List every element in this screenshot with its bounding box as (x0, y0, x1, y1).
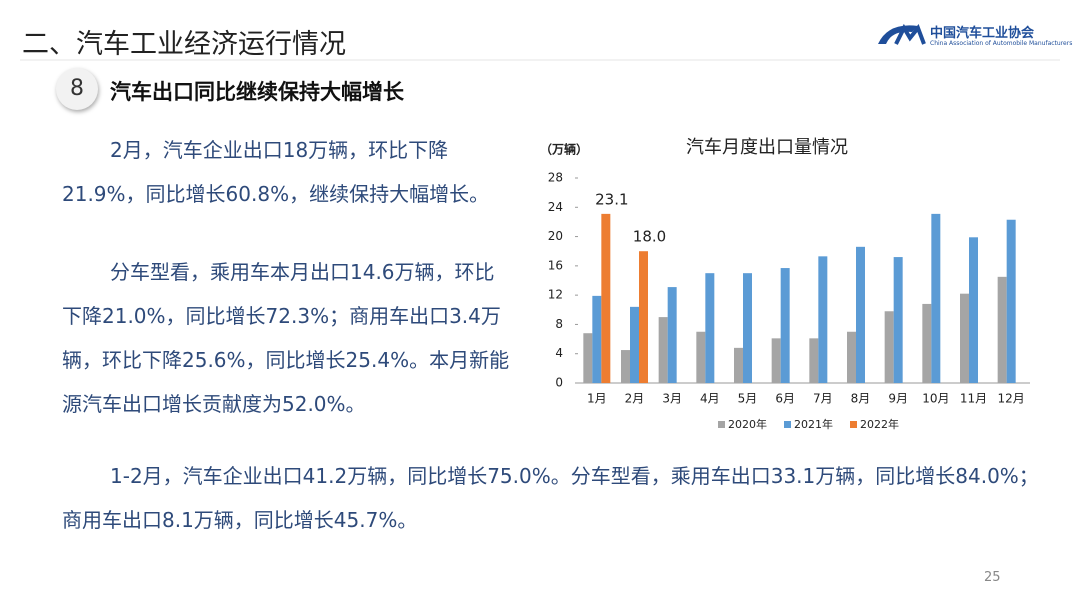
x-tick-label: 11月 (960, 392, 987, 406)
x-tick-label: 12月 (998, 392, 1025, 406)
legend-label: 2021年 (794, 417, 833, 431)
y-tick-label: 24 (548, 200, 563, 214)
page-number: 25 (984, 570, 1001, 585)
logo-mark (878, 25, 918, 44)
bar (583, 333, 593, 383)
bar (696, 331, 706, 383)
bar (997, 276, 1007, 383)
bar (592, 295, 602, 383)
x-tick-label: 9月 (888, 392, 908, 406)
x-tick-label: 7月 (813, 392, 833, 406)
legend-swatch (784, 421, 791, 428)
data-label: 18.0 (633, 228, 666, 246)
y-axis-label: （万辆） (540, 142, 588, 157)
bar (884, 311, 894, 383)
y-tick-label: 28 (548, 171, 563, 185)
logo-subtext: China Association of Automobile Manufact… (930, 40, 1073, 47)
bar (734, 347, 743, 383)
x-tick-label: 4月 (700, 392, 720, 406)
bar (630, 306, 639, 383)
y-tick-label: 20 (548, 229, 563, 243)
logo-text: 中国汽车工业协会 (930, 26, 1035, 41)
bar (658, 317, 668, 383)
bar (743, 273, 752, 383)
x-tick-label: 5月 (738, 392, 758, 406)
x-tick-label: 2月 (625, 392, 645, 406)
legend-label: 2020年 (728, 417, 767, 431)
bar (856, 246, 865, 383)
paragraph: 2月，汽车企业出口18万辆，环比下降21.9%，同比增长60.8%，继续保持大幅… (62, 138, 490, 206)
bar (969, 237, 978, 383)
bar (960, 293, 969, 383)
data-label: 23.1 (595, 190, 628, 208)
y-tick-label: 0 (555, 376, 563, 390)
bar (667, 287, 677, 383)
y-tick-label: 8 (555, 317, 563, 331)
x-tick-label: 6月 (775, 392, 795, 406)
legend-swatch (718, 421, 725, 428)
bar (771, 338, 781, 383)
paragraph: 分车型看，乘用车本月出口14.6万辆，环比下降21.0%，同比增长72.3%；商… (62, 260, 510, 416)
y-tick-label: 12 (548, 288, 563, 302)
bar (705, 273, 715, 383)
section-title: 汽车出口同比继续保持大幅增长 (110, 80, 404, 104)
section-number: 8 (56, 68, 98, 110)
bar (601, 213, 611, 383)
x-tick-label: 10月 (922, 392, 949, 406)
y-tick-label: 4 (555, 346, 563, 360)
legend-swatch (850, 421, 857, 428)
bar (1006, 219, 1016, 383)
chart-title: 汽车月度出口量情况 (686, 137, 848, 158)
bar (847, 331, 856, 383)
bar (809, 338, 819, 383)
bar (818, 256, 828, 383)
legend-label: 2022年 (860, 417, 899, 431)
slide-title: 二、汽车工业经济运行情况 (22, 29, 346, 60)
y-tick-label: 16 (548, 258, 563, 272)
x-tick-label: 3月 (662, 392, 682, 406)
bar (893, 257, 903, 383)
x-tick-label: 8月 (851, 392, 871, 406)
bar (639, 251, 648, 383)
paragraph: 1-2月，汽车企业出口41.2万辆，同比增长75.0%。分车型看，乘用车出口33… (62, 464, 1039, 532)
bar (621, 350, 630, 383)
logo-mark (894, 23, 926, 45)
bar (931, 213, 941, 383)
x-tick-label: 1月 (587, 392, 607, 406)
bar (780, 268, 790, 383)
bar (922, 303, 932, 383)
